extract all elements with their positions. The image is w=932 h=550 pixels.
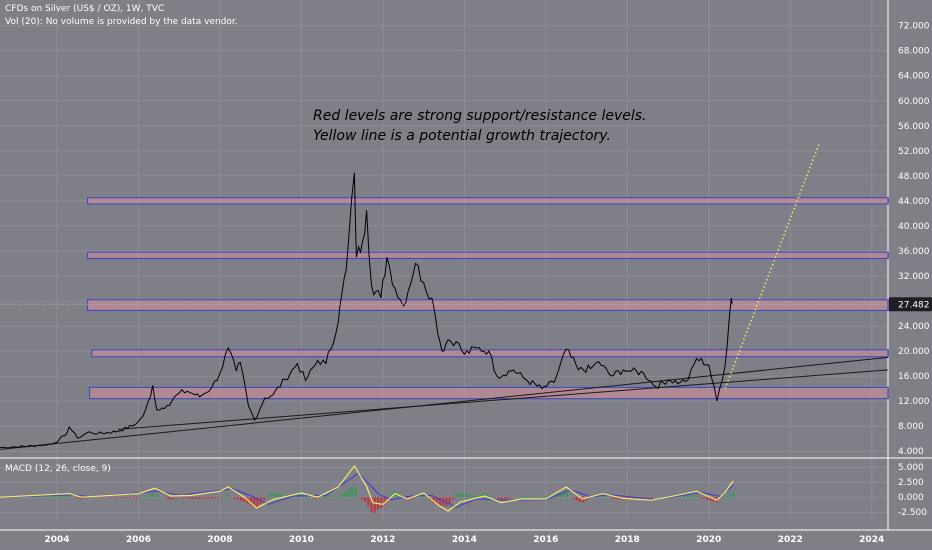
macd-tick-1: 2.500 xyxy=(898,478,924,488)
price-tick-4: 56.000 xyxy=(898,122,930,132)
trend-lines xyxy=(0,356,889,450)
macd-label: MACD (12, 26, close, 9) xyxy=(5,464,111,474)
sr-zone-4 xyxy=(89,386,889,400)
price-tick-3: 60.000 xyxy=(898,97,930,107)
year-tick-5: 2014 xyxy=(452,535,477,545)
price-tick-8: 40.000 xyxy=(898,222,930,232)
macd-pane xyxy=(0,464,735,513)
grid xyxy=(0,0,932,531)
sr-zone-0 xyxy=(87,197,889,205)
sr-zone-1 xyxy=(87,251,889,259)
price-tick-2: 64.000 xyxy=(898,72,930,82)
price-tick-10: 32.000 xyxy=(898,272,930,282)
price-tick-14: 16.000 xyxy=(898,372,930,382)
year-tick-9: 2022 xyxy=(778,535,803,545)
macd-tick-3: -2.500 xyxy=(898,508,927,518)
year-tick-0: 2004 xyxy=(44,535,69,545)
price-tick-6: 48.000 xyxy=(898,172,930,182)
price-tick-17: 4.000 xyxy=(898,447,924,457)
year-tick-6: 2016 xyxy=(533,535,558,545)
year-tick-3: 2010 xyxy=(289,535,314,545)
price-tick-7: 44.000 xyxy=(898,197,930,207)
price-tick-5: 52.000 xyxy=(898,147,930,157)
trend-line-0 xyxy=(0,356,889,450)
macd-tick-2: 0.000 xyxy=(898,493,924,503)
price-tick-12: 24.000 xyxy=(898,322,930,332)
price-tick-9: 36.000 xyxy=(898,247,930,257)
year-tick-10: 2024 xyxy=(859,535,884,545)
volume-note: Vol (20): No volume is provided by the d… xyxy=(5,17,238,27)
year-tick-7: 2018 xyxy=(615,535,640,545)
price-line xyxy=(0,172,734,449)
year-tick-4: 2012 xyxy=(370,535,395,545)
year-tick-1: 2006 xyxy=(126,535,151,545)
sr-zone-2 xyxy=(87,299,889,311)
last-price-label: 27.482 xyxy=(898,300,930,310)
year-tick-2: 2008 xyxy=(207,535,232,545)
year-tick-8: 2020 xyxy=(696,535,721,545)
price-tick-13: 20.000 xyxy=(898,347,930,357)
macd-line xyxy=(0,464,734,512)
chart-title: CFDs on Silver (US$ / OZ), 1W, TVC xyxy=(5,4,165,14)
annotation-line-2: Yellow line is a potential growth trajec… xyxy=(313,128,611,144)
price-tick-0: 72.000 xyxy=(898,22,930,32)
macd-tick-0: 5.000 xyxy=(898,463,924,473)
price-tick-1: 68.000 xyxy=(898,47,930,57)
price-series xyxy=(0,172,888,449)
last-price-badge xyxy=(889,297,932,312)
axes: 72.000 68.000 64.000 60.000 56.000 52.000 48.0… xyxy=(44,22,932,545)
trend-line-1 xyxy=(118,369,889,430)
price-tick-16: 8.000 xyxy=(898,422,924,432)
price-tick-15: 12.000 xyxy=(898,397,930,407)
annotation-line-1: Red levels are strong support/resistance… xyxy=(313,108,647,124)
